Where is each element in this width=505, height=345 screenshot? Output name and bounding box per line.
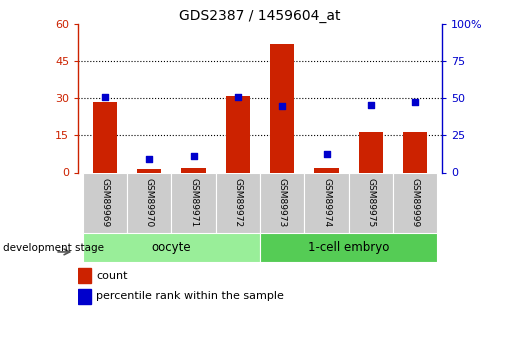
Point [278,103,286,108]
Bar [260,172,305,233]
Title: GDS2387 / 1459604_at: GDS2387 / 1459604_at [179,9,341,23]
Bar [226,96,250,172]
Bar [78,289,91,304]
Bar [315,168,339,172]
Text: percentile rank within the sample: percentile rank within the sample [96,291,284,301]
Text: GSM89975: GSM89975 [367,178,375,227]
Bar [83,233,260,262]
Bar [393,172,437,233]
Point [234,94,242,100]
Bar [78,268,91,283]
Bar [403,132,427,172]
Point [323,151,331,157]
Point [411,99,419,105]
Text: GSM89971: GSM89971 [189,178,198,227]
Text: GSM89974: GSM89974 [322,178,331,227]
Bar [349,172,393,233]
Bar [127,172,171,233]
Bar [216,172,260,233]
Point [101,94,109,100]
Bar [181,168,206,172]
Text: GSM89969: GSM89969 [100,178,110,227]
Text: GSM89970: GSM89970 [145,178,154,227]
Bar [137,169,162,172]
Point [189,154,197,159]
Bar [305,172,349,233]
Text: GSM89973: GSM89973 [278,178,287,227]
Text: GSM89972: GSM89972 [233,178,242,227]
Bar [270,44,294,172]
Point [367,102,375,107]
Text: oocyte: oocyte [152,241,191,254]
Text: GSM89999: GSM89999 [411,178,420,227]
Bar [83,172,127,233]
Text: count: count [96,270,128,280]
Text: 1-cell embryo: 1-cell embryo [308,241,389,254]
Bar [171,172,216,233]
Text: development stage: development stage [3,243,104,253]
Bar [359,132,383,172]
Point [145,156,153,162]
Bar [93,102,117,172]
Bar [260,233,437,262]
